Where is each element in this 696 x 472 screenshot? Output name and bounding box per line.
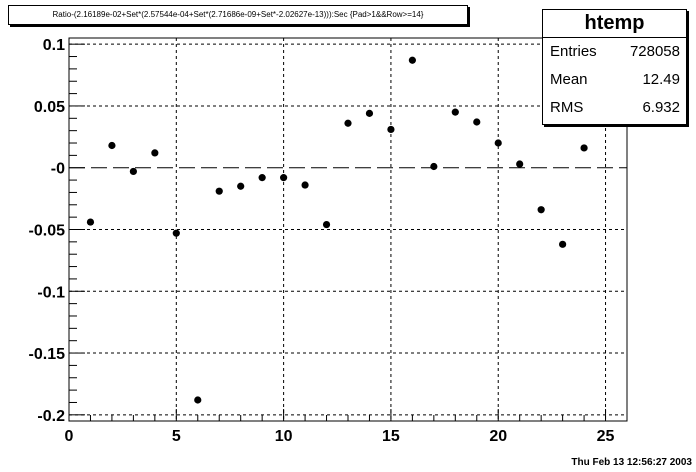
data-point	[344, 119, 352, 127]
stats-row-mean: Mean 12.49	[543, 66, 686, 94]
data-point	[537, 206, 545, 214]
data-points	[86, 56, 588, 404]
stats-row-entries: Entries 728058	[543, 38, 686, 66]
x-tick-label: 10	[275, 428, 293, 445]
data-point	[387, 125, 395, 134]
x-tick-label: 0	[65, 428, 74, 445]
data-point	[194, 396, 202, 404]
stats-title: htemp	[543, 10, 686, 38]
mean-value: 12.49	[642, 71, 680, 88]
data-point	[151, 149, 159, 157]
data-point	[473, 118, 481, 126]
y-axis-ticks: 0.1 0.05 -0 -0.05 -0.1 -0.15 -0.2	[29, 37, 85, 425]
data-point	[559, 240, 567, 248]
data-point	[322, 220, 331, 229]
data-point	[108, 141, 116, 150]
x-tick-label: 25	[597, 428, 615, 445]
y-tick-label: -0.15	[29, 346, 66, 363]
data-point	[129, 167, 137, 176]
y-tick-label: 0.1	[43, 37, 65, 54]
data-point	[516, 160, 524, 168]
data-point	[86, 218, 95, 226]
mean-label: Mean	[550, 71, 588, 88]
data-point	[365, 109, 374, 117]
data-point	[258, 174, 266, 182]
rms-value: 6.932	[642, 99, 680, 116]
data-point	[580, 144, 588, 152]
data-point	[280, 174, 288, 182]
entries-label: Entries	[550, 43, 597, 60]
y-tick-label: -0	[51, 161, 65, 178]
data-point	[451, 108, 459, 116]
data-point	[215, 187, 223, 195]
data-point	[494, 139, 502, 147]
rms-label: RMS	[550, 99, 584, 116]
stats-box: htemp Entries 728058 Mean 12.49 RMS 6.93…	[542, 9, 687, 125]
x-tick-label: 15	[382, 428, 400, 445]
data-point	[408, 56, 416, 64]
data-point	[172, 229, 180, 237]
y-tick-label: -0.1	[37, 284, 65, 301]
data-point	[237, 182, 245, 190]
y-tick-label: -0.2	[37, 408, 65, 425]
x-tick-label: 5	[172, 428, 181, 445]
data-point	[301, 181, 309, 189]
stats-row-rms: RMS 6.932	[543, 94, 686, 122]
data-point	[430, 162, 438, 171]
timestamp: Thu Feb 13 12:56:27 2003	[571, 457, 692, 468]
y-tick-label: 0.05	[34, 99, 65, 116]
x-tick-label: 20	[489, 428, 507, 445]
chart-title: Ratio-(2.16189e-02+Set*(2.57544e-04+Set*…	[8, 5, 468, 25]
grid-lines	[69, 38, 627, 421]
y-tick-label: -0.05	[29, 223, 66, 240]
entries-value: 728058	[629, 43, 680, 60]
